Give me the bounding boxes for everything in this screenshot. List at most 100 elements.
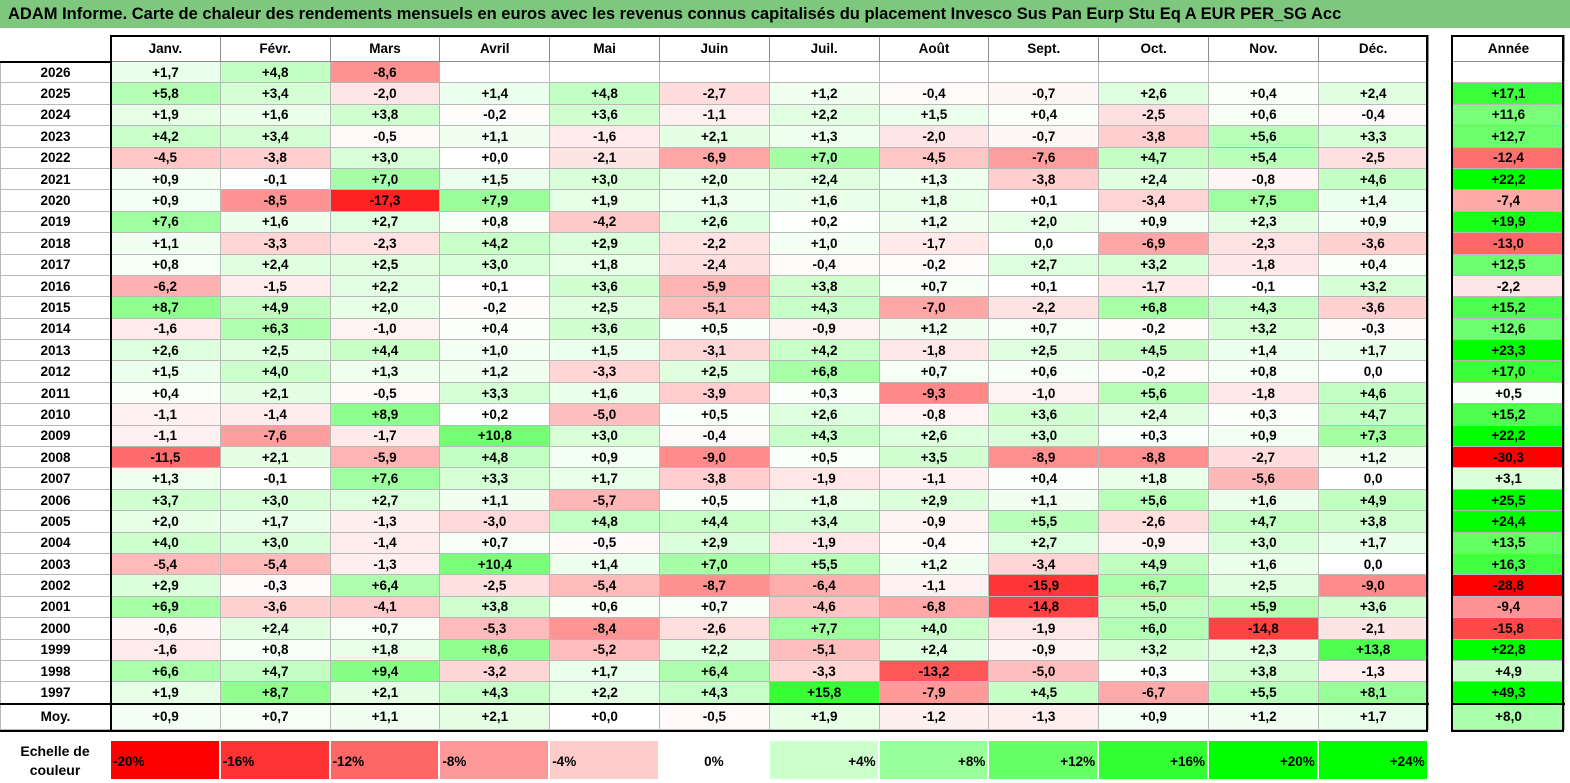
heatmap-cell: -5,1 [658,296,770,319]
heatmap-cell: +2,7 [988,253,1100,276]
month-header: Oct. [1098,35,1209,62]
heatmap-cell: -7,9 [878,681,990,705]
year-label: 2020 [0,189,111,212]
heatmap-cell: +5,6 [1098,381,1209,405]
annual-cell: +17,1 [1452,82,1565,105]
annual-cell: +12,5 [1452,253,1565,276]
heatmap-cell: +2,6 [878,424,990,448]
year-label: 2012 [0,360,111,383]
heatmap-cell: +7,6 [329,467,441,490]
heatmap-cell: +2,7 [329,210,441,234]
heatmap-cell: -3,2 [439,659,551,683]
heatmap-cell: -7,6 [219,424,331,448]
heatmap-cell: -1,7 [329,424,441,448]
heatmap-cell: 0,0 [1317,360,1429,383]
year-label: 2006 [0,488,111,512]
heatmap-cell: -1,3 [1317,659,1429,683]
heatmap-cell: -5,4 [110,552,221,576]
annual-row: +19,9 [1452,210,1565,234]
heatmap-cell: +4,8 [219,60,331,84]
heatmap-cell: -1,1 [110,403,221,426]
heatmap-cell: +1,6 [549,381,660,405]
heatmap-cell: -3,9 [658,381,770,405]
month-header: Juin [658,35,770,62]
table-row: 2024 +1,9 +1,6 +3,8 -0,2 +3,6 -1,1 +2,2 +1,5 +0,4… [0,103,1429,127]
annual-row: -2,2 [1452,274,1565,298]
heatmap-cell: +0,9 [549,446,660,469]
heatmap-cell: +1,7 [110,60,221,84]
heatmap-cell: -0,5 [329,381,441,405]
year-label: 2021 [0,167,111,191]
heatmap-cell: +2,9 [549,232,660,255]
heatmap-cell: +5,4 [1207,146,1319,169]
heatmap-cell: +7,6 [110,210,221,234]
heatmap-cell: -5,0 [549,403,660,426]
annual-cell [1452,60,1565,84]
heatmap-cell: +2,5 [329,253,441,276]
heatmap-cell: +3,2 [1098,638,1209,661]
heatmap-cell: +8,7 [219,681,331,705]
heatmap-cell: +3,0 [219,488,331,512]
month-header: Juil. [768,35,880,62]
month-header: Avril [439,35,551,62]
heatmap-cell: -2,0 [329,82,441,105]
heatmap-cell: +2,0 [110,510,221,533]
year-label: 2002 [0,574,111,597]
heatmap-cell: -2,5 [1317,146,1429,169]
heatmap-cell: +0,7 [439,531,551,554]
heatmap-cell: -3,0 [439,510,551,533]
heatmap-cell [1098,60,1209,84]
annual-cell: +25,5 [1452,488,1565,512]
heatmap-cell: -1,3 [329,510,441,533]
heatmap-cell: +4,2 [439,232,551,255]
heatmap-cell: +7,7 [768,617,880,640]
heatmap-cell: +4,5 [1098,339,1209,362]
heatmap-cell: +0,4 [1207,82,1319,105]
heatmap-cell: -14,8 [1207,617,1319,640]
heatmap-cell: +4,3 [768,296,880,319]
heatmap-cell: -6,7 [1098,681,1209,705]
heatmap-cell: +2,7 [329,488,441,512]
heatmap-cell: +4,9 [1317,488,1429,512]
annual-row: +13,5 [1452,531,1565,554]
average-cell: +1,1 [329,702,441,730]
heatmap-cell: -0,1 [1207,274,1319,298]
heatmap-cell: +0,8 [219,638,331,661]
heatmap-cell: +1,1 [439,488,551,512]
annual-cell: +0,5 [1452,381,1565,405]
heatmap-cell: +1,3 [110,467,221,490]
heatmap-cell: -2,1 [1317,617,1429,640]
heatmap-cell: +0,5 [768,446,880,469]
heatmap-cell: +1,3 [768,125,880,148]
heatmap-cell: +3,3 [1317,125,1429,148]
heatmap-cell: +1,3 [658,189,770,212]
heatmap-cell: -0,2 [1098,360,1209,383]
heatmap-cell: +0,6 [988,360,1100,383]
heatmap-cell: +1,6 [1207,552,1319,576]
color-scale-swatch: +24% [1317,740,1428,780]
heatmap-cell: +3,6 [549,103,660,127]
heatmap-cell: -8,9 [988,446,1100,469]
heatmap-cell [1317,60,1429,84]
heatmap-cell: +4,0 [878,617,990,640]
heatmap-cell: +2,4 [219,253,331,276]
annual-cell: +12,7 [1452,125,1565,148]
heatmap-cell: +4,3 [658,681,770,705]
table-row: 1999 -1,6 +0,8 +1,8 +8,6 -5,2 +2,2 -5,1 +2,4 -0,9… [0,638,1429,661]
heatmap-cell: -0,3 [219,574,331,597]
heatmap-cell: -7,0 [878,296,990,319]
annual-cell: +13,5 [1452,531,1565,554]
annual-cell: +49,3 [1452,681,1565,705]
heatmap-cell: -1,6 [549,125,660,148]
table-row: 2001 +6,9 -3,6 -4,1 +3,8 +0,6 +0,7 -4,6 -6,8 -14,… [0,595,1429,619]
average-cell: +0,9 [110,702,221,730]
annual-row: +0,5 [1452,381,1565,405]
heatmap-cell: +3,0 [439,253,551,276]
heatmap-cell: -3,8 [658,467,770,490]
heatmap-cell: -0,4 [658,424,770,448]
annual-row: +17,1 [1452,82,1565,105]
heatmap-cell: -0,5 [549,531,660,554]
month-header-row: Janv. Févr. Mars Avril Mai Juin Juil. Août Sept.… [1,35,1429,62]
annual-row: +22,2 [1452,167,1565,191]
annual-row: -15,8 [1452,617,1565,640]
